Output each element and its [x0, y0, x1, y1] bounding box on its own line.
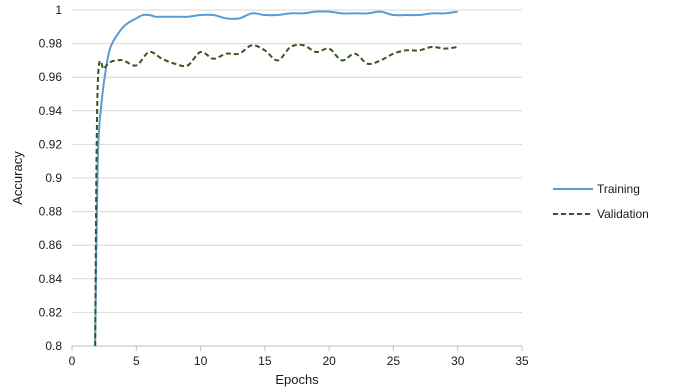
y-tick-label: 0.98: [39, 37, 63, 51]
legend: Training Validation: [553, 182, 649, 221]
x-tick-label: 30: [451, 354, 465, 368]
x-tick-label: 5: [133, 354, 140, 368]
x-tick-label: 20: [322, 354, 336, 368]
y-tick-label: 1: [55, 3, 62, 17]
legend-label-training: Training: [597, 182, 640, 196]
axes: [71, 345, 523, 351]
x-tick-label: 10: [194, 354, 208, 368]
series-line-training: [94, 10, 458, 347]
y-tick-label: 0.84: [39, 272, 63, 286]
y-tick-label: 0.94: [39, 104, 63, 118]
y-tick-label: 0.88: [39, 205, 63, 219]
x-axis-title: Epochs: [275, 372, 319, 387]
x-tick-label: 25: [387, 354, 401, 368]
tick-labels: 0.80.820.840.860.880.90.920.940.960.9810…: [39, 3, 529, 368]
y-tick-label: 0.82: [39, 305, 63, 319]
y-axis-title: Accuracy: [10, 151, 25, 205]
x-tick-label: 0: [69, 354, 76, 368]
x-tick-label: 15: [258, 354, 272, 368]
y-tick-label: 0.92: [39, 137, 63, 151]
series-line-validation: [94, 43, 458, 347]
series-lines: [94, 10, 458, 347]
y-tick-label: 0.8: [45, 339, 62, 353]
y-tick-label: 0.9: [45, 171, 62, 185]
y-tick-label: 0.96: [39, 70, 63, 84]
gridlines: [72, 9, 522, 313]
y-tick-label: 0.86: [39, 238, 63, 252]
legend-label-validation: Validation: [597, 207, 649, 221]
x-tick-label: 35: [515, 354, 529, 368]
